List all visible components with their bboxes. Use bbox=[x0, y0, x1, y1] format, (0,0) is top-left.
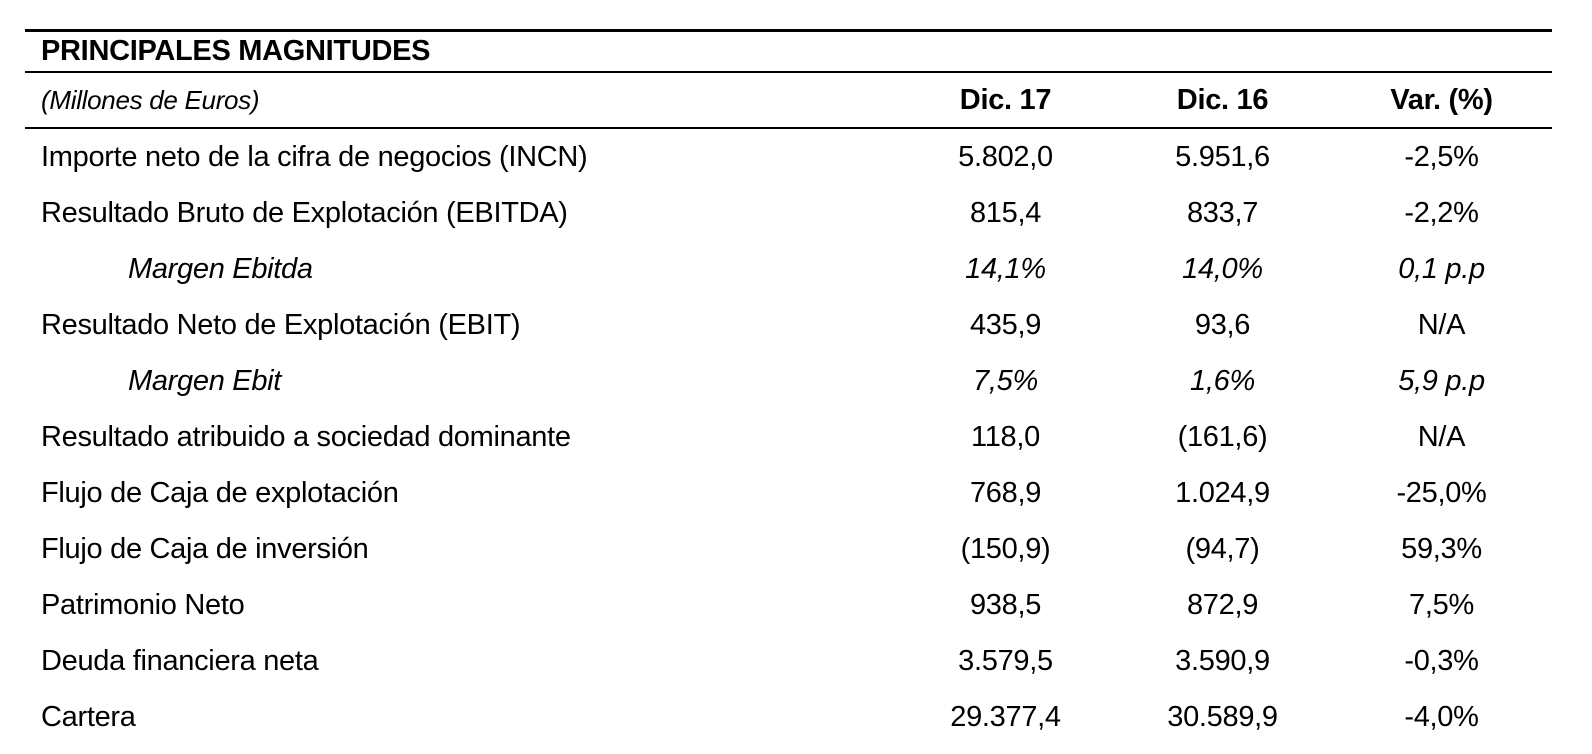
value-var: 5,9 p.p bbox=[1398, 364, 1485, 397]
value-dic17: (150,9) bbox=[960, 532, 1051, 565]
value-var: -4,0% bbox=[1404, 700, 1479, 733]
row-label: Importe neto de la cifra de negocios (IN… bbox=[41, 140, 588, 173]
column-header-var: Var. (%) bbox=[1390, 83, 1493, 116]
value-dic16: 1.024,9 bbox=[1175, 476, 1270, 509]
table-row: Resultado Neto de Explotación (EBIT) 435… bbox=[25, 297, 1552, 353]
value-dic17: 938,5 bbox=[969, 588, 1042, 621]
value-dic16: 3.590,9 bbox=[1175, 644, 1270, 677]
value-dic16: 5.951,6 bbox=[1175, 140, 1270, 173]
table-header-row: (Millones de Euros) Dic. 17 Dic. 16 Var.… bbox=[25, 73, 1552, 129]
table-title: PRINCIPALES MAGNITUDES bbox=[41, 35, 431, 67]
table-row: Flujo de Caja de inversión (150,9) (94,7… bbox=[25, 521, 1552, 577]
row-label: Margen Ebit bbox=[128, 364, 282, 397]
value-dic16: 872,9 bbox=[1186, 588, 1259, 621]
row-label: Margen Ebitda bbox=[128, 252, 313, 285]
row-label: Patrimonio Neto bbox=[41, 588, 245, 621]
value-dic16: 14,0% bbox=[1182, 252, 1263, 285]
row-label: Cartera bbox=[41, 700, 136, 733]
value-dic16: 833,7 bbox=[1186, 196, 1259, 229]
table-row: Importe neto de la cifra de negocios (IN… bbox=[25, 129, 1552, 185]
value-dic17: 768,9 bbox=[969, 476, 1042, 509]
table-row: Margen Ebitda 14,1% 14,0% 0,1 p.p bbox=[25, 241, 1552, 297]
value-dic16: 30.589,9 bbox=[1167, 700, 1278, 733]
table-row: Resultado atribuido a sociedad dominante… bbox=[25, 409, 1552, 465]
row-label: Flujo de Caja de explotación bbox=[41, 476, 399, 509]
value-dic17: 5.802,0 bbox=[958, 140, 1053, 173]
value-dic17: 29.377,4 bbox=[950, 700, 1061, 733]
value-dic17: 3.579,5 bbox=[958, 644, 1053, 677]
table-row: Patrimonio Neto 938,5 872,9 7,5% bbox=[25, 577, 1552, 633]
value-dic16: 1,6% bbox=[1190, 364, 1255, 397]
value-dic17: 14,1% bbox=[965, 252, 1046, 285]
table-row: Resultado Bruto de Explotación (EBITDA) … bbox=[25, 185, 1552, 241]
value-var: -0,3% bbox=[1404, 644, 1479, 677]
row-label: Resultado Neto de Explotación (EBIT) bbox=[41, 308, 521, 341]
row-label: Resultado Bruto de Explotación (EBITDA) bbox=[41, 196, 568, 229]
column-header-dic17: Dic. 17 bbox=[959, 83, 1052, 116]
table-row: Flujo de Caja de explotación 768,9 1.024… bbox=[25, 465, 1552, 521]
column-header-dic16: Dic. 16 bbox=[1176, 83, 1269, 116]
value-var: 7,5% bbox=[1409, 588, 1474, 621]
value-dic16: 93,6 bbox=[1194, 308, 1251, 341]
table-row: Margen Ebit 7,5% 1,6% 5,9 p.p bbox=[25, 353, 1552, 409]
value-var: N/A bbox=[1417, 308, 1466, 341]
table-row: Deuda financiera neta 3.579,5 3.590,9 -0… bbox=[25, 633, 1552, 689]
value-dic17: 435,9 bbox=[969, 308, 1042, 341]
value-dic17: 118,0 bbox=[971, 420, 1040, 453]
value-var: -2,2% bbox=[1404, 196, 1479, 229]
row-label: Flujo de Caja de inversión bbox=[41, 532, 369, 565]
value-var: N/A bbox=[1417, 420, 1466, 453]
table-row: Cartera 29.377,4 30.589,9 -4,0% bbox=[25, 689, 1552, 745]
value-var: -25,0% bbox=[1396, 476, 1487, 509]
value-var: -2,5% bbox=[1404, 140, 1479, 173]
value-var: 59,3% bbox=[1401, 532, 1482, 565]
unit-label: (Millones de Euros) bbox=[41, 84, 260, 115]
value-dic17: 815,4 bbox=[969, 196, 1042, 229]
value-dic16: (94,7) bbox=[1185, 532, 1260, 565]
value-dic17: 7,5% bbox=[973, 364, 1038, 397]
row-label: Deuda financiera neta bbox=[41, 644, 319, 677]
value-dic16: (161,6) bbox=[1177, 420, 1268, 453]
key-figures-table: PRINCIPALES MAGNITUDES (Millones de Euro… bbox=[25, 29, 1552, 745]
row-label: Resultado atribuido a sociedad dominante bbox=[41, 420, 571, 453]
value-var: 0,1 p.p bbox=[1398, 252, 1485, 285]
table-title-band: PRINCIPALES MAGNITUDES bbox=[25, 29, 1552, 73]
